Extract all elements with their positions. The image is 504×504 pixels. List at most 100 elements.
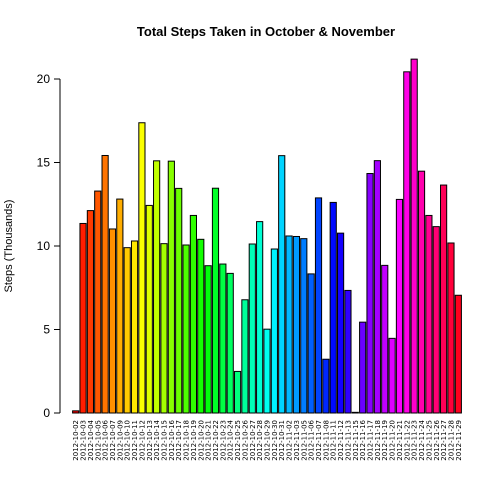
- x-tick-label: 2012-10-02: [72, 420, 80, 461]
- bar: [447, 242, 455, 414]
- bar: [292, 235, 301, 414]
- x-tick-label: 2012-10-21: [205, 420, 213, 461]
- bar: [395, 198, 404, 414]
- x-tick-label: 2012-11-12: [337, 420, 345, 461]
- x-tick-label: 2012-10-07: [109, 420, 117, 461]
- chart-title: Total Steps Taken in October & November: [137, 24, 395, 39]
- x-tick-label: 2012-10-16: [168, 419, 176, 460]
- bar: [182, 244, 190, 414]
- x-tick-label: 2012-10-15: [160, 420, 168, 461]
- bar: [256, 221, 264, 414]
- bar: [359, 321, 367, 414]
- x-tick-label: 2012-10-23: [219, 420, 227, 461]
- bar: [307, 273, 315, 414]
- x-tick-label: 2012-11-24: [418, 419, 426, 460]
- bar: [322, 358, 330, 414]
- x-tick-label: 2012-11-05: [300, 420, 308, 461]
- x-tick-label: 2012-10-19: [190, 420, 198, 461]
- bar: [336, 232, 345, 414]
- bar: [167, 160, 175, 414]
- x-tick-label: 2012-10-05: [94, 420, 102, 461]
- bar: [123, 247, 131, 414]
- bar: [197, 238, 205, 414]
- x-tick-label: 2012-10-04: [87, 419, 95, 460]
- y-tick-label: 5: [43, 323, 50, 337]
- y-axis-label: Steps (Thousands): [3, 200, 15, 293]
- bar: [101, 154, 109, 414]
- x-tick-label: 2012-10-18: [183, 420, 191, 461]
- x-tick-label: 2012-11-23: [411, 420, 419, 461]
- x-tick-label: 2012-11-19: [381, 420, 389, 461]
- x-tick-label: 2012-10-11: [131, 420, 139, 461]
- bar: [145, 204, 153, 414]
- bar: [94, 190, 102, 414]
- x-tick-label: 2012-10-30: [271, 420, 279, 461]
- x-tick-label: 2012-10-20: [197, 420, 205, 461]
- x-tick-label: 2012-10-10: [124, 420, 132, 461]
- x-tick-label: 2012-10-24: [227, 419, 235, 460]
- bar: [138, 122, 146, 414]
- bars: [72, 58, 462, 414]
- x-tick-label: 2012-11-20: [389, 420, 397, 461]
- bar: [403, 71, 411, 414]
- bar: [79, 222, 87, 414]
- y-tick-label: 10: [37, 239, 51, 253]
- bar: [329, 201, 337, 414]
- x-tick-label: 2012-10-28: [256, 420, 264, 461]
- bar: [425, 214, 433, 414]
- x-tick-label: 2012-10-29: [264, 420, 272, 461]
- x-tick-label: 2012-11-07: [315, 420, 323, 461]
- bar: [351, 411, 359, 414]
- x-tick-label: 2012-11-08: [322, 420, 330, 461]
- y-axis: 0 5 10 15 20: [37, 72, 61, 420]
- bar: [175, 187, 183, 414]
- x-tick-label: 2012-11-18: [374, 420, 382, 461]
- y-tick-label: 15: [37, 156, 51, 170]
- x-tick-label: 2012-10-13: [146, 420, 154, 461]
- bar: [233, 370, 242, 414]
- x-tick-label: 2012-10-31: [278, 420, 286, 461]
- x-tick-label: 2012-10-06: [102, 419, 110, 460]
- bar: [241, 299, 249, 414]
- x-tick-label: 2012-10-27: [249, 420, 257, 461]
- bar: [248, 243, 256, 414]
- x-tick-label: 2012-11-22: [403, 420, 411, 461]
- bar: [440, 184, 448, 414]
- bar: [108, 228, 117, 414]
- x-tick-label: 2012-11-03: [293, 420, 301, 461]
- x-tick-label: 2012-11-06: [308, 419, 316, 460]
- x-tick-label: 2012-11-16: [359, 419, 367, 460]
- bar: [388, 337, 396, 414]
- bar: [344, 289, 352, 414]
- bar: [219, 263, 227, 414]
- bar: [226, 272, 234, 414]
- x-tick-label: 2012-11-28: [447, 420, 455, 461]
- bar: [300, 238, 308, 414]
- x-tick-label: 2012-10-03: [80, 420, 88, 461]
- x-tick-label: 2012-10-09: [116, 420, 124, 461]
- x-tick-label: 2012-11-11: [330, 420, 338, 461]
- x-tick-label: 2012-10-14: [153, 419, 161, 460]
- x-tick-label: 2012-10-25: [234, 420, 242, 461]
- bar: [116, 198, 124, 414]
- x-tick-label: 2012-11-15: [352, 420, 360, 461]
- bar: [314, 197, 323, 414]
- x-tick-label: 2012-10-12: [138, 420, 146, 461]
- bar: [417, 170, 426, 414]
- bar: [160, 243, 168, 414]
- bar: [204, 265, 212, 414]
- bar: [189, 214, 198, 414]
- bar: [432, 226, 440, 414]
- x-tick-label: 2012-11-25: [425, 420, 433, 461]
- bar: [454, 294, 462, 414]
- bar: [270, 248, 278, 414]
- x-tick-label: 2012-10-22: [212, 420, 220, 461]
- bar: [285, 235, 293, 414]
- bar: [381, 264, 389, 414]
- x-tick-label: 2012-11-21: [396, 420, 404, 461]
- x-tick-label: 2012-11-17: [367, 420, 375, 461]
- bar: [366, 173, 374, 414]
- bar: [278, 155, 286, 414]
- bar: [373, 160, 381, 414]
